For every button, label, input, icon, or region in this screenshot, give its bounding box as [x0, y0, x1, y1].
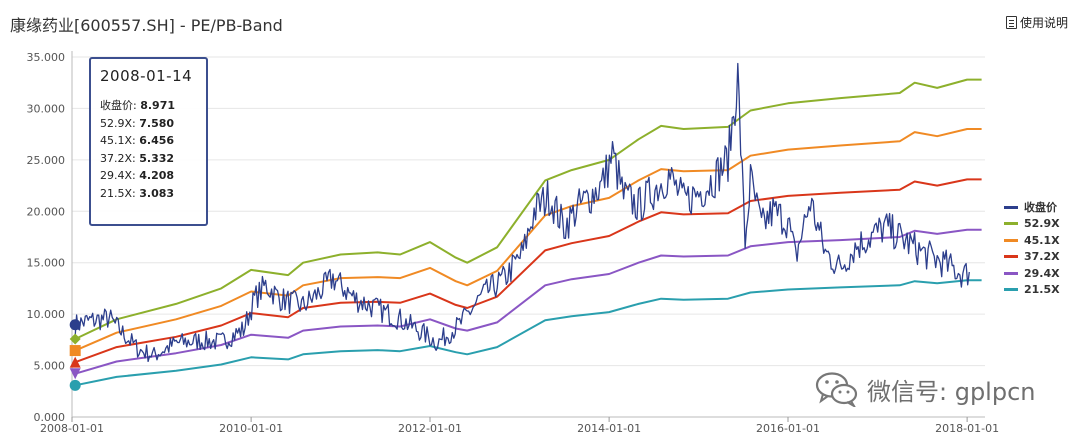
tooltip-row-37-2x: 37.2X: 5.332 — [100, 151, 175, 165]
wechat-icon — [815, 372, 858, 407]
help-button[interactable]: 使用说明 — [1005, 14, 1068, 31]
y-tick-label: 15.000 — [27, 257, 66, 270]
x-tick-label: 2014-01-01 — [577, 422, 641, 435]
tooltip-row-21-5x: 21.5X: 3.083 — [100, 186, 175, 200]
y-tick-label: 0.000 — [34, 411, 66, 424]
chart-legend: 收盘价 52.9X 45.1X 37.2X 29.4X 21.5X — [1004, 199, 1060, 298]
series-marker-5 — [69, 379, 81, 391]
series-line-0 — [74, 62, 970, 363]
series-line-5 — [75, 279, 982, 387]
tooltip-row-29-4x: 29.4X: 4.208 — [100, 169, 175, 182]
y-tick-label: 35.000 — [27, 51, 66, 64]
x-tick-label: 2008-01-01 — [40, 422, 104, 435]
y-tick-label: 20.000 — [27, 205, 66, 218]
watermark-text: 微信号: gplpcn — [867, 377, 1036, 406]
x-tick-label: 2012-01-01 — [398, 422, 462, 435]
y-tick-label: 25.000 — [27, 154, 66, 167]
page-title: 康缘药业[600557.SH] - PE/PB-Band — [10, 16, 283, 35]
series-line-4 — [74, 228, 982, 375]
y-tick-label: 5.000 — [34, 360, 66, 373]
x-tick-label: 2010-01-01 — [219, 422, 283, 435]
series-marker-4 — [69, 368, 81, 380]
legend-item-29-4x[interactable]: 29.4X — [1004, 265, 1060, 282]
tooltip-panel: 2008-01-14 收盘价: 8.971 52.9X: 7.580 45.1X… — [89, 57, 208, 226]
series-marker-0 — [69, 319, 81, 331]
legend-item-21-5x[interactable]: 21.5X — [1004, 282, 1060, 299]
tooltip-date: 2008-01-14 — [100, 67, 193, 85]
series-line-1 — [74, 78, 982, 340]
y-tick-label: 30.000 — [27, 102, 66, 115]
series-marker-1 — [69, 333, 81, 345]
help-label: 使用说明 — [1019, 16, 1068, 30]
y-tick-label: 10.000 — [27, 308, 66, 321]
tooltip-row-45-1x: 45.1X: 6.456 — [100, 134, 175, 147]
series-marker-2 — [69, 345, 81, 357]
series-marker-3 — [69, 356, 81, 368]
legend-item-45-1x[interactable]: 45.1X — [1004, 232, 1060, 249]
legend-item-close[interactable]: 收盘价 — [1004, 199, 1060, 216]
x-tick-label: 2018-01-01 — [935, 422, 999, 435]
tooltip-row-close: 收盘价: 8.971 — [100, 99, 175, 112]
x-tick-label: 2016-01-01 — [756, 422, 820, 435]
legend-item-52-9x[interactable]: 52.9X — [1004, 216, 1060, 233]
series-line-3 — [74, 178, 982, 364]
document-icon — [1005, 16, 1017, 29]
watermark: 微信号: gplpcn — [815, 371, 1036, 407]
tooltip-row-52-9x: 52.9X: 7.580 — [100, 116, 175, 130]
legend-item-37-2x[interactable]: 37.2X — [1004, 249, 1060, 266]
